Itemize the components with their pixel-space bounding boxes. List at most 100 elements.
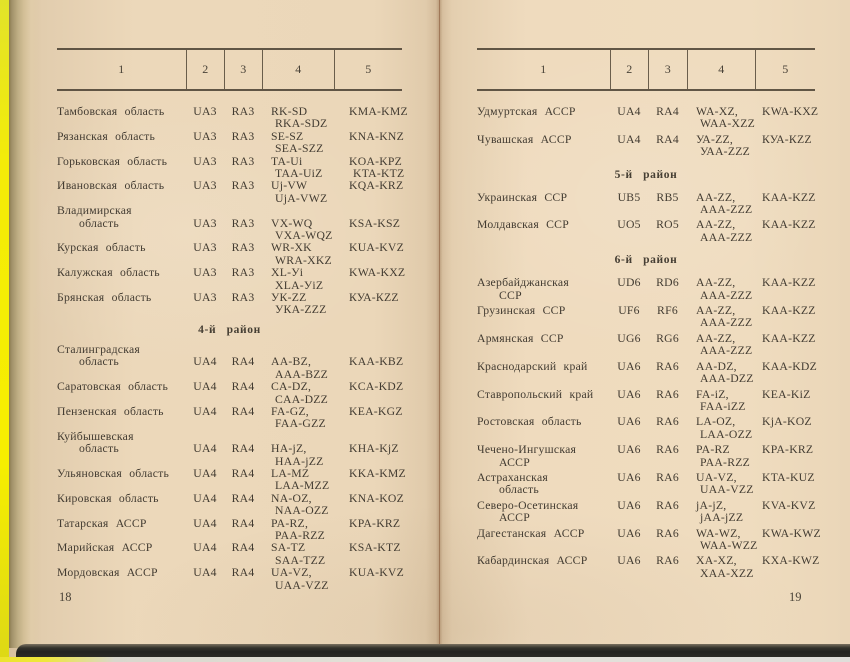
cell-callsign-range: AA-DZ, AAA-DZZ xyxy=(687,360,755,386)
k-series-line: KWA-KXZ xyxy=(349,266,406,280)
region-name-line: Ставропольский край xyxy=(477,387,594,401)
cell-prefix-u: UA4 xyxy=(617,105,641,118)
cell-prefix-u: UA4 xyxy=(193,566,217,580)
k-series-line: KAA-KZZ xyxy=(762,276,816,290)
column-header-1: 1 xyxy=(118,62,125,76)
column-header-2: 2 xyxy=(610,50,648,89)
callsign-range-line: VXA-WQZ xyxy=(275,229,333,243)
cell-prefix-u: UG6 xyxy=(617,331,641,345)
table-row: Брянская область UA3 RA3 УК-ZZ УКА-ZZZ КУА-КZ… xyxy=(57,291,402,317)
k-series-line: KjA-KOZ xyxy=(762,415,812,429)
cell-callsign-range: NA-OZ, NAA-OZZ xyxy=(262,492,334,518)
cell-k-series-range: КУА-КZZ xyxy=(755,133,815,159)
cell-callsign-range: AA-ZZ, AAA-ZZZ xyxy=(687,276,755,302)
cell-prefix-u: UA3 xyxy=(193,179,217,193)
left-page: 1 2 3 4 5 Тамбовская область UA3 RA3 RK-SD R… xyxy=(57,48,408,604)
table-row: Северо-Осетинская АССР UA6 RA6 jA-jZ, jAA-jZZ… xyxy=(477,498,815,525)
cell-callsign-range: LA-OZ, LAA-OZZ xyxy=(687,415,755,441)
cell-region-name: Краснодарский край xyxy=(477,360,610,386)
cell-prefix-u: UA4 xyxy=(193,404,217,418)
cell-prefix-r: RF6 xyxy=(657,304,678,318)
cell-prefix-u: UA4 xyxy=(193,491,217,505)
cell-callsign-range: AA-ZZ, AAA-ZZZ xyxy=(687,219,755,244)
cell-prefix-r: RA6 xyxy=(656,415,679,429)
region-name-line: Пензенская область xyxy=(57,404,164,418)
table-row: Армянская ССР UG6 RG6 AA-ZZ, AAA-ZZZ KAA-KZZ xyxy=(477,331,815,358)
cell-region-name: Саратовская область xyxy=(57,380,186,406)
region-name-line: Дагестанская АССР xyxy=(477,526,585,540)
cell-k-series-range: KWA-KXZ xyxy=(334,266,406,292)
region-name-line: Татарская АССР xyxy=(57,516,147,530)
cell-prefix-u: UA6 xyxy=(617,470,641,484)
cell-k-series-range: KAA-KZZ xyxy=(755,191,815,217)
cell-k-series-range: KWA-KXZ xyxy=(755,105,818,131)
callsign-range-line: jA-jZ, xyxy=(696,498,727,512)
cell-k-series-range: KAA-KZZ xyxy=(755,219,815,244)
region-name-line: Владимирская xyxy=(57,204,132,218)
callsign-range-line: AA-ZZ, xyxy=(696,276,736,290)
cell-callsign-range: HA-jZ, HAA-jZZ xyxy=(262,431,334,468)
table-row: Молдавская ССР UO5 RO5 AA-ZZ, AAA-ZZZ KAA-KZZ xyxy=(477,219,815,244)
cell-k-series-range: KNA-KNZ xyxy=(334,130,404,156)
region-name-line: Сталинградская xyxy=(57,342,141,356)
cell-prefix-u: UA4 xyxy=(193,442,217,456)
k-series-line: KEA-KiZ xyxy=(762,387,811,401)
cell-region-name: Северо-Осетинская АССР xyxy=(477,499,610,525)
callsign-range-line: PA-RZ, xyxy=(271,516,309,530)
region-name-line: Кабардинская АССР xyxy=(477,554,588,568)
cell-region-name: Владимирская область xyxy=(57,204,186,242)
callsign-range-line: AAA-ZZZ xyxy=(700,344,753,358)
cell-k-series-range: KSA-KTZ xyxy=(334,541,402,567)
cell-callsign-range: AA-ZZ, AAA-ZZZ xyxy=(687,191,755,217)
k-series-line: KTA-KUZ xyxy=(762,470,815,484)
k-series-line: KSA-KSZ xyxy=(349,216,401,230)
cell-prefix-r: RA6 xyxy=(656,498,679,512)
cell-k-series-range: KAA-KZZ xyxy=(755,332,815,358)
table-row: Тамбовская область UA3 RA3 RK-SD RKA-SDZ KMA-… xyxy=(57,105,408,131)
cell-k-series-range: KNA-KOZ xyxy=(334,492,404,518)
column-header-4: 4 xyxy=(687,50,755,89)
cell-callsign-range: AA-ZZ, AAA-ZZZ xyxy=(687,304,755,330)
cell-prefix-u: UA6 xyxy=(617,554,641,568)
cell-callsign-range: FA-GZ, FAA-GZZ xyxy=(262,404,334,431)
table-row: Краснодарский край UA6 RA6 AA-DZ, AAA-DZZ KAA… xyxy=(477,360,817,386)
callsign-range-line: CA-DZ, xyxy=(271,380,312,394)
cell-k-series-range: KAA-KDZ xyxy=(755,360,817,386)
k-series-line: KAA-KZZ xyxy=(762,218,816,232)
cell-region-name: Чувашская АССР xyxy=(477,133,610,159)
cell-k-series-range: KEA-KGZ xyxy=(334,405,402,431)
column-header-5: 5 xyxy=(334,50,402,89)
district-heading: 4-й район xyxy=(198,323,261,336)
cell-region-name: Армянская ССР xyxy=(477,332,610,358)
callsign-range-line: TA-Ui xyxy=(271,154,303,168)
table-row: Татарская АССР UA4 RA4 PA-RZ, PAA-RZZ KPA-KRZ xyxy=(57,516,402,543)
cell-prefix-u: UA3 xyxy=(193,291,217,305)
callsign-range-line: LA-OZ, xyxy=(696,415,736,429)
cell-region-name: Курская область xyxy=(57,242,186,267)
page-number: 19 xyxy=(789,590,802,604)
callsign-range-line: jAA-jZZ xyxy=(700,511,744,525)
table-row: Пензенская область UA4 RA4 FA-GZ, FAA-GZZ KEA… xyxy=(57,404,402,431)
cell-k-series-range: KCA-KDZ xyxy=(334,380,403,406)
cell-prefix-r: RA4 xyxy=(231,442,255,456)
table-section: Удмуртская АССР UA4 RA4 WA-XZ, WAA-XZZ KWA-KX… xyxy=(477,105,818,159)
callsign-range-line: LAA-OZZ xyxy=(700,427,753,441)
cell-k-series-range: KOA-KPZ KTA-KTZ xyxy=(334,155,405,181)
cell-region-name: Горьковская область xyxy=(57,154,186,181)
region-name-line: Астраханская xyxy=(477,470,549,484)
callsign-range-line: UA-VZ, xyxy=(696,470,737,484)
k-series-line: КУА-КZZ xyxy=(349,291,399,305)
k-series-line: KTA-KTZ xyxy=(353,167,405,181)
callsign-range-line: FA-GZ, xyxy=(271,404,309,418)
cell-k-series-range: KAA-KBZ xyxy=(334,344,403,381)
cell-prefix-u: UB5 xyxy=(617,190,641,204)
cell-prefix-u: UA3 xyxy=(193,241,217,255)
region-name-line: Горьковская область xyxy=(57,154,168,168)
callsign-range-line: CAA-DZZ xyxy=(275,392,329,406)
cell-k-series-range: KAA-KZZ xyxy=(755,276,816,302)
cell-prefix-r: RB5 xyxy=(656,190,679,204)
region-name-line: область xyxy=(79,355,119,369)
section-rows: Тамбовская область UA3 RA3 RK-SD RKA-SDZ KMA-… xyxy=(57,105,408,317)
cell-prefix-r: RA4 xyxy=(231,380,255,394)
